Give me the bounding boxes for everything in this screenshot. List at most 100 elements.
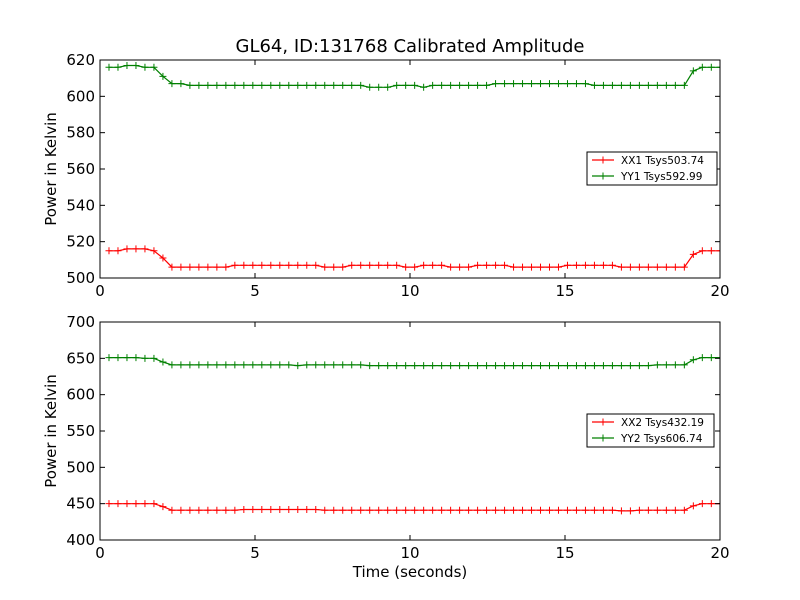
data-point-marker bbox=[384, 83, 392, 91]
data-point-marker bbox=[231, 81, 239, 89]
data-point-marker bbox=[644, 81, 652, 89]
data-point-marker bbox=[168, 263, 176, 271]
data-point-marker bbox=[483, 81, 491, 89]
data-point-marker bbox=[572, 362, 580, 370]
data-point-marker bbox=[662, 361, 670, 369]
data-point-marker bbox=[483, 506, 491, 514]
data-point-marker bbox=[168, 361, 176, 369]
y-tick-label: 560 bbox=[66, 160, 95, 178]
data-point-marker bbox=[501, 80, 509, 88]
data-point-marker bbox=[581, 261, 589, 269]
data-point-marker bbox=[132, 245, 140, 253]
legend-swatch-marker bbox=[599, 172, 607, 180]
data-point-marker bbox=[599, 362, 607, 370]
data-point-marker bbox=[626, 263, 634, 271]
data-point-marker bbox=[276, 361, 284, 369]
data-point-marker bbox=[617, 507, 625, 515]
data-point-marker bbox=[689, 250, 697, 258]
data-point-marker bbox=[492, 362, 500, 370]
y-tick-label: 550 bbox=[66, 422, 95, 440]
series-2-group bbox=[105, 354, 720, 370]
data-point-marker bbox=[285, 261, 293, 269]
data-point-marker bbox=[590, 506, 598, 514]
data-point-marker bbox=[231, 261, 239, 269]
data-point-marker bbox=[348, 261, 356, 269]
data-point-marker bbox=[123, 354, 131, 362]
data-point-marker bbox=[599, 506, 607, 514]
data-point-marker bbox=[168, 506, 176, 514]
data-point-marker bbox=[114, 354, 122, 362]
data-point-marker bbox=[294, 261, 302, 269]
data-point-marker bbox=[159, 254, 167, 262]
bottom-panel: 0 5 10 15 20 400 450 500 550 600 650 700 Power in Ke… bbox=[42, 313, 730, 562]
data-point-marker bbox=[330, 361, 338, 369]
data-point-marker bbox=[635, 263, 643, 271]
data-point-marker bbox=[384, 506, 392, 514]
data-point-marker bbox=[447, 81, 455, 89]
data-point-marker bbox=[240, 505, 248, 513]
data-point-marker bbox=[653, 361, 661, 369]
data-point-marker bbox=[357, 506, 365, 514]
data-point-marker bbox=[420, 362, 428, 370]
data-point-marker bbox=[348, 506, 356, 514]
data-point-marker bbox=[159, 72, 167, 80]
data-point-marker bbox=[420, 506, 428, 514]
data-point-marker bbox=[402, 362, 410, 370]
data-point-marker bbox=[501, 506, 509, 514]
data-point-marker bbox=[590, 261, 598, 269]
data-point-marker bbox=[393, 506, 401, 514]
data-point-marker bbox=[510, 263, 518, 271]
data-point-marker bbox=[707, 354, 715, 362]
data-point-marker bbox=[537, 506, 545, 514]
data-point-marker bbox=[231, 506, 239, 514]
data-point-marker bbox=[150, 354, 158, 362]
data-point-marker bbox=[554, 506, 562, 514]
data-point-marker bbox=[546, 263, 553, 271]
data-point-marker bbox=[537, 80, 545, 88]
data-point-marker bbox=[546, 506, 553, 514]
legend-box bbox=[586, 413, 715, 448]
data-point-marker bbox=[105, 500, 113, 508]
data-point-marker bbox=[141, 245, 149, 253]
data-point-marker bbox=[195, 263, 203, 271]
data-point-marker bbox=[339, 506, 347, 514]
y-axis-label: Power in Kelvin bbox=[42, 112, 60, 226]
data-point-marker bbox=[240, 361, 248, 369]
data-point-marker bbox=[204, 263, 212, 271]
data-point-marker bbox=[716, 247, 720, 255]
data-point-marker bbox=[492, 80, 500, 88]
data-point-marker bbox=[312, 81, 320, 89]
data-point-marker bbox=[249, 81, 257, 89]
y-tick-label: 540 bbox=[66, 196, 95, 214]
top-panel: 0 5 10 15 20 500 520 540 560 580 600 620 Power in Ke… bbox=[42, 51, 730, 300]
data-point-marker bbox=[635, 362, 643, 370]
data-point-marker bbox=[680, 506, 688, 514]
data-point-marker bbox=[698, 247, 706, 255]
data-point-marker bbox=[393, 81, 401, 89]
data-point-marker bbox=[662, 81, 670, 89]
data-point-marker bbox=[339, 81, 347, 89]
data-point-marker bbox=[644, 263, 652, 271]
data-point-marker bbox=[671, 361, 679, 369]
data-point-marker bbox=[653, 263, 661, 271]
data-point-marker bbox=[195, 361, 203, 369]
data-point-marker bbox=[519, 80, 527, 88]
data-point-marker bbox=[285, 81, 293, 89]
data-point-marker bbox=[563, 506, 571, 514]
data-point-marker bbox=[276, 261, 284, 269]
data-point-marker bbox=[572, 261, 580, 269]
legend-box bbox=[586, 151, 718, 186]
data-point-marker bbox=[141, 354, 149, 362]
data-point-marker bbox=[357, 361, 365, 369]
data-point-marker bbox=[168, 80, 176, 88]
data-point-marker bbox=[105, 354, 113, 362]
data-point-marker bbox=[707, 63, 715, 71]
data-point-marker bbox=[312, 261, 320, 269]
data-point-marker bbox=[258, 361, 266, 369]
legend-swatch-marker bbox=[599, 434, 607, 442]
data-point-marker bbox=[195, 81, 203, 89]
legend-entry-label: YY1 Tsys592.99 bbox=[620, 171, 702, 183]
x-tick-label: 10 bbox=[400, 282, 419, 300]
data-point-marker bbox=[267, 261, 275, 269]
data-point-marker bbox=[330, 81, 338, 89]
